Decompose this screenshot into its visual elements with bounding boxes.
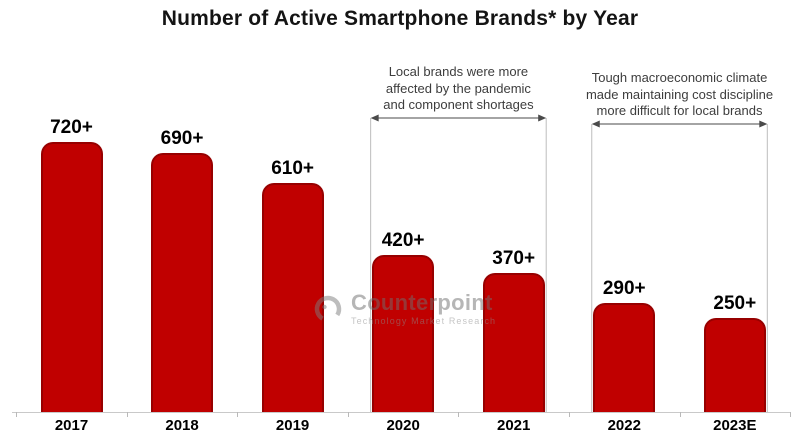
- counterpoint-logo-icon: [314, 295, 342, 323]
- annotation-line: more difficult for local brands: [596, 103, 763, 118]
- value-label-2021: 370+: [492, 248, 536, 270]
- annotation-line: affected by the pandemic: [385, 80, 531, 96]
- counterpoint-watermark: Counterpoint Technology Market Research: [313, 291, 543, 337]
- value-label-2023E: 250+: [713, 293, 757, 315]
- bar-2023E: [703, 318, 766, 412]
- x-axis-tick: [16, 412, 18, 417]
- x-tick-label-2019: 2019: [275, 417, 310, 434]
- x-tick-label-2022: 2022: [607, 417, 641, 434]
- annotation-line: Local brands were more: [388, 64, 529, 79]
- x-tick-label-2018: 2018: [165, 417, 199, 434]
- x-tick-label-2017: 2017: [54, 417, 89, 434]
- bar-2019: [261, 183, 324, 412]
- x-axis-tick: [237, 412, 239, 417]
- x-axis-tick: [679, 412, 681, 417]
- x-axis-tick: [458, 412, 460, 417]
- annotation-macroeconomic: Tough macroeconomic climate made maintai…: [565, 70, 795, 120]
- annotation-line: made maintaining cost discipline: [585, 86, 774, 102]
- x-tick-label-2021: 2021: [497, 417, 531, 434]
- bar-2021: [482, 273, 545, 412]
- value-label-2019: 610+: [271, 158, 314, 180]
- value-label-2022: 290+: [602, 278, 646, 300]
- watermark-tagline: Technology Market Research: [351, 316, 497, 326]
- x-axis-tick: [347, 412, 349, 417]
- annotation-pandemic: Local brands were more affected by the p…: [343, 64, 573, 114]
- x-axis-tick: [790, 412, 792, 417]
- x-axis-tick: [126, 412, 128, 417]
- value-label-2020: 420+: [381, 229, 425, 251]
- x-tick-label-2023E: 2023E: [713, 417, 757, 434]
- x-axis-line: [12, 412, 790, 413]
- value-label-2017: 720+: [50, 117, 93, 138]
- chart-title: Number of Active Smartphone Brands* by Y…: [161, 7, 639, 30]
- x-tick-label-2020: 2020: [386, 417, 420, 434]
- value-label-2018: 690+: [160, 128, 204, 150]
- x-axis-tick: [568, 412, 570, 417]
- watermark-name: Counterpoint: [351, 290, 493, 315]
- annotation-line: and component shortages: [383, 97, 534, 112]
- bar-2022: [593, 303, 656, 412]
- bar-2018: [151, 153, 214, 412]
- annotation-line: Tough macroeconomic climate: [591, 70, 768, 85]
- bar-2020: [372, 254, 435, 412]
- bar-2017: [40, 142, 103, 412]
